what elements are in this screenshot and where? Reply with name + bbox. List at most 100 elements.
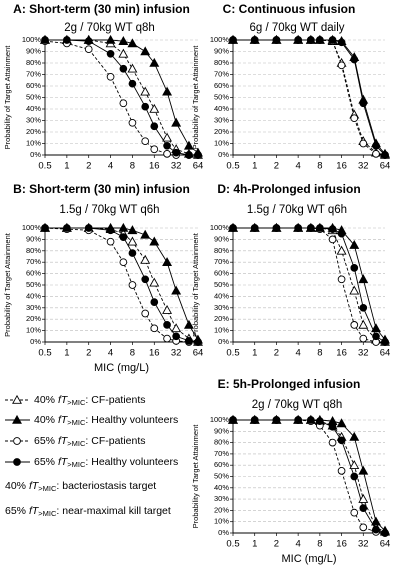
marker — [106, 49, 115, 58]
marker — [84, 37, 93, 46]
x-axis-label: MIC (mg/L) — [282, 553, 337, 565]
y-tick-label: 30% — [214, 303, 229, 312]
y-tick-label: 0% — [218, 337, 229, 346]
y-tick-label: 60% — [26, 269, 41, 278]
marker — [359, 99, 368, 108]
marker — [381, 529, 389, 537]
marker — [119, 64, 128, 73]
x-tick-label: 2 — [274, 348, 279, 359]
marker — [106, 237, 115, 246]
x-tick-label: 1 — [64, 161, 69, 172]
chart-subtitle: 6g / 70kg WT daily — [249, 22, 344, 34]
marker — [358, 465, 369, 475]
marker — [350, 114, 359, 123]
legend-label-part: 40% — [5, 480, 29, 492]
legend-label-part: >MIC — [38, 484, 57, 493]
marker — [119, 233, 128, 241]
legend-label-part: T — [61, 414, 69, 426]
y-axis-label: Probability of Target Attainment — [191, 232, 200, 337]
marker — [162, 304, 173, 314]
marker — [372, 141, 380, 150]
y-tick-label: 40% — [214, 483, 229, 492]
marker — [140, 46, 151, 56]
marker — [162, 86, 173, 96]
marker — [336, 418, 347, 428]
x-tick-label: 4 — [108, 348, 113, 359]
y-tick-label: 80% — [214, 58, 229, 67]
y-tick-label: 60% — [26, 81, 41, 90]
marker — [63, 36, 71, 44]
legend-label-part: >MIC — [67, 460, 86, 469]
legend-label: 40% fT>MIC: Healthy volunteers — [34, 414, 178, 427]
marker — [328, 438, 337, 447]
marker — [359, 303, 368, 312]
x-tick-label: 4 — [295, 539, 300, 550]
marker — [358, 493, 369, 503]
marker — [162, 257, 173, 267]
y-tick-label: 70% — [214, 69, 229, 78]
marker — [349, 285, 360, 295]
marker — [349, 431, 360, 441]
legend-label: 40% fT>MIC: CF-patients — [34, 394, 146, 407]
y-tick-label: 60% — [214, 269, 229, 278]
marker — [172, 332, 180, 341]
x-tick-label: 4 — [295, 348, 300, 359]
legend-label-part: : bacteriostasis target — [56, 480, 156, 492]
y-tick-label: 40% — [214, 291, 229, 300]
y-tick-label: 60% — [214, 460, 229, 469]
y-tick-label: 20% — [26, 314, 41, 323]
y-tick-label: 80% — [26, 246, 41, 255]
x-axis-label: MIC (mg/L) — [94, 362, 149, 374]
marker — [294, 224, 302, 232]
legend-label-part: 65% — [34, 435, 58, 447]
x-tick-label: 32 — [358, 348, 369, 359]
marker — [171, 117, 182, 127]
y-tick-label: 80% — [214, 246, 229, 255]
chart-subtitle: 2g / 70kg WT q8h — [252, 399, 343, 411]
marker — [194, 338, 202, 346]
marker — [250, 36, 259, 44]
legend-label-part: T — [32, 505, 40, 517]
x-tick-label: 2 — [274, 161, 279, 172]
x-tick-label: 16 — [336, 161, 347, 172]
marker — [185, 151, 193, 159]
marker — [194, 151, 202, 159]
x-tick-label: 8 — [317, 539, 322, 550]
marker — [63, 224, 71, 232]
marker — [141, 137, 150, 146]
y-tick-label: 100% — [22, 223, 42, 232]
y-tick-label: 0% — [218, 528, 229, 537]
x-tick-label: 16 — [336, 348, 347, 359]
x-tick-label: 0.5 — [226, 348, 239, 359]
marker — [171, 323, 182, 333]
x-tick-label: 0.5 — [38, 348, 51, 359]
y-tick-label: 10% — [214, 517, 229, 526]
marker — [127, 63, 138, 73]
y-tick-label: 40% — [214, 104, 229, 113]
x-tick-label: 1 — [252, 348, 257, 359]
chart-subtitle: 2g / 70kg WT q8h — [64, 22, 155, 34]
x-tick-label: 64 — [193, 161, 204, 172]
y-tick-label: 20% — [214, 127, 229, 136]
y-axis-label: Probability of Target Attainment — [3, 45, 12, 150]
marker — [163, 150, 171, 158]
marker — [128, 118, 137, 127]
marker — [359, 504, 368, 512]
y-tick-label: 90% — [214, 426, 229, 435]
x-tick-label: 8 — [130, 348, 135, 359]
series-line — [45, 227, 199, 340]
marker — [381, 151, 389, 159]
marker — [12, 394, 22, 404]
legend-label-part: f — [58, 435, 62, 447]
y-axis-label: Probability of Target Attainment — [3, 232, 12, 337]
legend-label-part: f — [58, 456, 62, 468]
marker — [316, 417, 324, 425]
marker — [294, 416, 302, 424]
marker — [372, 525, 380, 534]
marker — [229, 416, 237, 424]
marker — [163, 334, 171, 343]
chart-title: C: Continuous infusion — [223, 2, 356, 16]
marker — [141, 275, 150, 284]
legend-label-part: T — [61, 435, 69, 447]
